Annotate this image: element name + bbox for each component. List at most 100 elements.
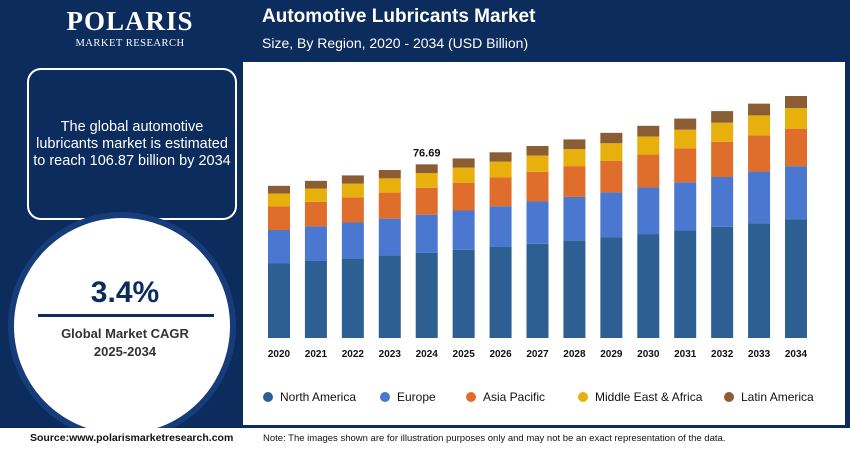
bar-segment [748,115,771,136]
bar-segment [304,226,327,262]
x-tick-label: 2022 [342,349,365,360]
bar-segment [268,229,290,264]
bar-segment [674,182,697,231]
bar-segment [304,261,327,338]
bar-segment [415,164,438,174]
legend-swatch [263,392,273,402]
bar-segment [304,188,327,202]
bar-segment [563,196,586,241]
bar-segment [600,160,623,193]
bar-segment [452,158,475,168]
bar-segment [526,201,549,244]
bar-segment [378,192,401,219]
note: Note: The images shown are for illustrat… [263,433,726,444]
bar-segment [489,246,512,338]
bar-segment [526,145,549,156]
bar-segment [415,187,438,215]
bar-segment [489,152,512,162]
legend-label: Middle East & Africa [595,390,703,404]
x-tick-label: 2020 [268,349,291,360]
bar-segment [268,193,290,207]
bar-segment [378,178,401,193]
bar-segment [785,166,807,220]
bar-segment [304,201,327,227]
bar-segment [268,185,290,194]
x-tick-label: 2026 [489,349,512,360]
bar-segment [563,149,586,167]
cagr-period: 2025-2034 [93,344,157,359]
bar-segment [526,243,549,338]
bar-segment [452,249,475,338]
source: Source:www.polarismarketresearch.com [30,432,234,444]
bar-segment [489,206,512,247]
bar-segment [268,263,290,338]
x-tick-label: 2029 [600,349,623,360]
chart: 2020 2021 2022 2023 2024 2025 2026 2027 2028 2029… [243,62,845,425]
bar-segment [563,240,586,338]
logo: POLARIS [66,6,194,36]
bar-segment [600,143,623,161]
bar-segment [748,223,771,338]
bar-segment [563,139,586,150]
bar-segment [600,237,623,338]
bar-segment [748,135,771,172]
bar-segment [637,136,660,155]
bar-segment [785,128,807,167]
bar-segment [748,103,771,116]
bar-segment [378,218,401,256]
bar-segment [674,118,697,130]
divider [38,314,214,317]
x-tick-label: 2033 [748,349,771,360]
cagr-label: Global Market CAGR 2025-2034 [20,325,230,361]
x-tick-label: 2032 [711,349,734,360]
bar-segment [674,148,697,183]
legend-label: Europe [397,390,436,404]
bar-segment [268,206,290,230]
x-tick-label: 2027 [526,349,549,360]
bar-segment [674,230,697,338]
bar-segment [600,132,623,144]
bar-segment [748,171,771,224]
bar-segment [600,192,623,238]
cagr-label-text: Global Market CAGR [61,326,189,341]
bar-segment [637,187,660,235]
bar-segment [341,183,364,198]
bar-segment [304,180,327,189]
bar-segment [489,177,512,207]
bar-segment [415,173,438,188]
bar-segment [711,111,734,123]
legend-label: Latin America [741,390,814,404]
bar-segment [452,210,475,250]
cagr-value: 3.4% [90,276,160,309]
x-tick-label: 2030 [637,349,660,360]
bar-segment [711,176,734,227]
bar-segment [637,234,660,338]
legend-label: Asia Pacific [483,390,545,404]
bar-segment [711,226,734,338]
bar-segment [341,222,364,259]
bar-segment [378,255,401,338]
legend-label: North America [280,390,356,404]
x-tick-label: 2028 [563,349,586,360]
bar-segment [378,169,401,179]
legend-swatch [380,392,390,402]
bar-segment [637,125,660,137]
bar-segment [785,96,807,109]
x-tick-label: 2031 [674,349,697,360]
legend-swatch [724,392,734,402]
x-tick-label: 2034 [785,349,808,360]
legend-swatch [578,392,588,402]
bar-segment [711,141,734,177]
bar-segment [637,154,660,188]
bar-segment [785,108,807,129]
bar-segment [452,182,475,211]
bar-segment [526,171,549,202]
bar-segment [489,161,512,178]
bar-segment [563,166,586,197]
bar-segment [415,214,438,253]
logo-subtitle: MARKET RESEARCH [75,38,185,49]
bar-segment [674,129,697,149]
bar-segment [785,219,807,338]
bar-segment [341,258,364,338]
